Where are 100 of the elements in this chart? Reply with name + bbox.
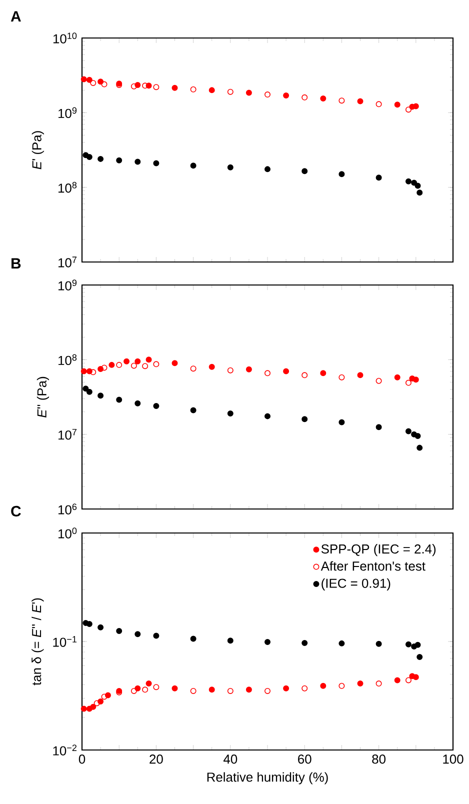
y-tick-label: 10$^{8}$ <box>58 354 77 366</box>
point <box>246 686 252 693</box>
point <box>90 80 96 86</box>
point <box>394 374 400 380</box>
point <box>153 402 160 409</box>
point <box>283 685 290 692</box>
point <box>264 166 270 172</box>
y-tick-label: 10$^{9}$ <box>58 280 77 290</box>
point <box>86 76 92 83</box>
y-tick-label: 10$^{9}$ <box>58 107 77 118</box>
point <box>101 364 108 371</box>
point <box>416 444 423 451</box>
y-tick-label: 10$^{0}$ <box>58 528 77 538</box>
point <box>134 400 141 406</box>
y-axis-title: tan δ (= E'' / E') <box>32 598 44 686</box>
point <box>376 378 382 384</box>
point <box>227 88 234 95</box>
x-tick-label: 40 <box>223 754 238 764</box>
point <box>302 685 308 692</box>
point <box>405 106 412 113</box>
point <box>80 706 87 712</box>
point <box>146 356 152 363</box>
point <box>86 388 92 395</box>
point <box>153 684 160 690</box>
point <box>302 640 308 646</box>
point <box>376 680 382 687</box>
point <box>80 76 87 82</box>
point <box>338 374 345 380</box>
point <box>376 424 382 430</box>
point <box>283 92 290 98</box>
point <box>264 413 270 420</box>
point <box>153 361 160 368</box>
point <box>338 640 345 646</box>
point <box>405 380 412 386</box>
point <box>153 84 160 90</box>
point <box>134 631 141 638</box>
y-axis-title: E' (Pa) <box>32 131 44 170</box>
point <box>376 174 382 181</box>
point <box>190 636 196 642</box>
y-axis-title: E'' (Pa) <box>36 376 50 418</box>
point <box>338 682 345 689</box>
point <box>264 638 270 645</box>
legend-label: (IEC = 0.91) <box>322 578 390 590</box>
point <box>320 95 326 102</box>
point <box>153 632 160 639</box>
point <box>130 83 137 90</box>
point <box>134 358 141 364</box>
chart-title: B <box>12 258 21 268</box>
point <box>116 362 122 368</box>
point <box>357 680 364 687</box>
point <box>376 101 382 108</box>
x-tick-label: 60 <box>298 754 312 764</box>
point <box>376 640 382 647</box>
point <box>414 433 421 439</box>
point <box>208 364 215 370</box>
point <box>394 677 400 684</box>
x-tick-label: 80 <box>372 754 386 764</box>
y-tick-label: 10$^{−2}$ <box>53 744 77 756</box>
point <box>101 694 108 700</box>
y-tick-label: 10$^{6}$ <box>58 504 77 514</box>
point <box>338 171 345 178</box>
point <box>338 419 345 426</box>
y-tick-label: 10$^{7}$ <box>58 256 77 268</box>
point <box>320 370 326 376</box>
point <box>190 407 196 414</box>
point <box>412 376 419 383</box>
x-tick-label: 20 <box>150 754 163 764</box>
point <box>146 680 152 687</box>
point <box>227 638 234 644</box>
point <box>283 368 290 374</box>
point <box>172 84 178 91</box>
point <box>405 178 412 184</box>
point <box>116 628 122 634</box>
point <box>320 682 326 689</box>
point <box>412 674 419 680</box>
point <box>246 366 252 372</box>
point <box>405 428 412 434</box>
x-tick-label: 100 <box>443 754 464 764</box>
point <box>227 367 234 374</box>
point <box>394 102 400 108</box>
point <box>116 396 122 403</box>
y-tick-label: 10$^{7}$ <box>58 428 77 440</box>
point <box>142 686 148 693</box>
point <box>101 81 108 88</box>
legend-label: SPP-QP (IEC = 2.4) <box>321 544 436 556</box>
point <box>302 168 308 174</box>
point <box>108 362 115 368</box>
point <box>80 368 87 374</box>
point <box>124 358 130 364</box>
point <box>190 162 196 169</box>
point <box>134 158 141 165</box>
point <box>338 98 345 104</box>
point <box>98 624 104 630</box>
point <box>264 370 270 376</box>
point <box>98 78 104 85</box>
point <box>208 87 215 94</box>
point <box>153 160 160 166</box>
point <box>246 90 252 96</box>
x-axis-title: Relative humidity (%) <box>207 772 328 784</box>
point <box>414 182 421 189</box>
